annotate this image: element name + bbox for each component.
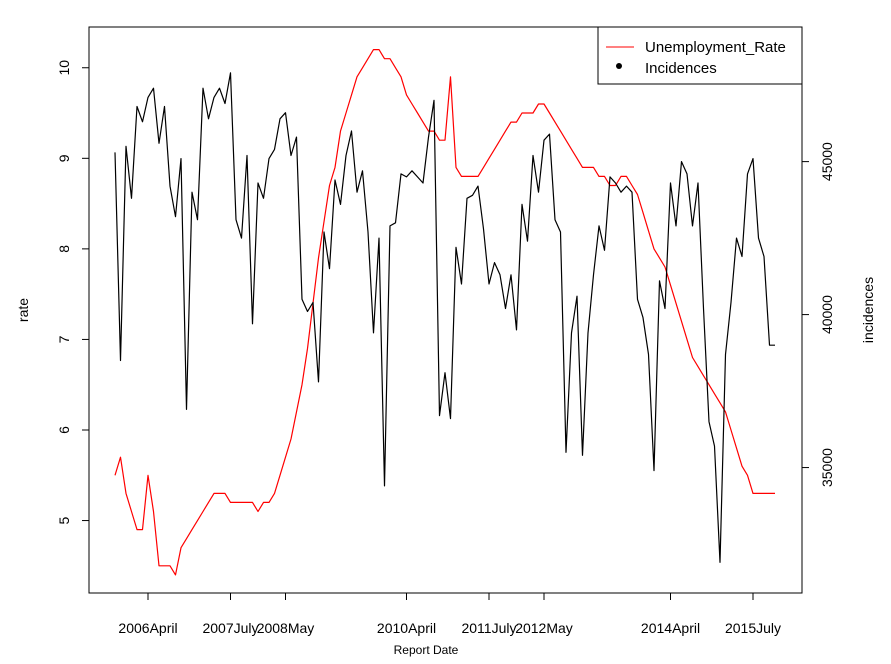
y-tick-label-left: 9	[56, 154, 72, 162]
y-tick-label-right: 40000	[819, 295, 835, 334]
legend-point-swatch	[616, 63, 622, 69]
series-line-incidences	[114, 72, 775, 564]
y-axis-title-right: incidences	[860, 277, 876, 343]
legend-box	[597, 26, 803, 85]
y-axis-right: 35000 40000 45000	[802, 142, 835, 487]
legend-label-unemployment-rate: Unemployment_Rate	[645, 39, 786, 56]
x-tick-label: 2008May	[257, 620, 315, 636]
plot-frame	[88, 26, 803, 594]
legend: Unemployment_Rate Incidences	[597, 26, 803, 85]
x-tick-label: 2011July	[461, 620, 516, 636]
x-tick-label: 2015July	[725, 620, 781, 636]
y-axis-left: 5 6 7 8 9 10	[56, 60, 89, 524]
x-tick-label: 2006April	[118, 620, 177, 636]
x-tick-label: 2007July	[202, 620, 258, 636]
x-tick-label: 2010April	[377, 620, 436, 636]
x-tick-label: 2012May	[515, 620, 573, 636]
y-tick-label-right: 35000	[819, 448, 835, 487]
series-layer	[114, 48, 775, 576]
x-axis-title: Report Date	[394, 643, 459, 657]
y-tick-label-left: 8	[56, 245, 72, 253]
x-tick-label: 2014April	[641, 620, 700, 636]
y-tick-label-left: 7	[56, 335, 72, 343]
y-tick-label-left: 6	[56, 426, 72, 434]
series-line-unemployment-rate	[114, 48, 775, 576]
y-axis-title-left: rate	[15, 298, 31, 322]
y-tick-label-left: 10	[56, 60, 72, 76]
y-tick-label-right: 45000	[819, 142, 835, 181]
y-tick-label-left: 5	[56, 516, 72, 524]
legend-label-incidences: Incidences	[645, 60, 717, 77]
